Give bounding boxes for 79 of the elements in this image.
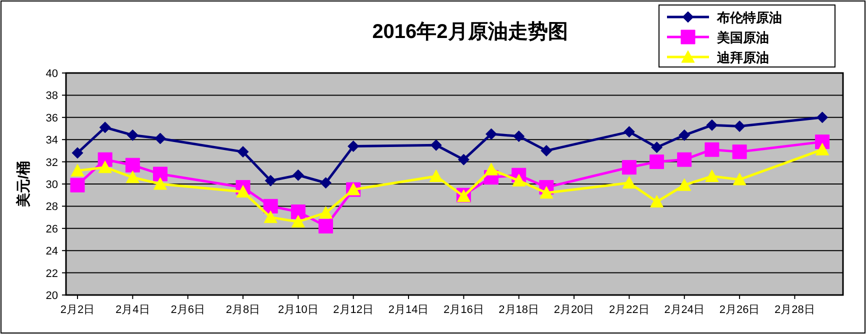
point xyxy=(70,178,85,192)
point xyxy=(622,176,636,189)
x-tick-label: 2月6日 xyxy=(170,304,205,316)
point xyxy=(484,162,498,176)
x-tick-label: 2月26日 xyxy=(719,304,760,316)
y-tick-label: 24 xyxy=(46,246,58,258)
x-tick-label: 2月24日 xyxy=(664,304,705,316)
x-tick-label: 2月20日 xyxy=(554,304,594,316)
y-tick-label: 38 xyxy=(46,90,58,102)
point xyxy=(540,144,552,156)
point xyxy=(319,206,333,219)
y-axis-title: 美元/桶 xyxy=(15,161,31,208)
y-tick-label: 34 xyxy=(46,134,58,147)
x-tick-label: 2月8日 xyxy=(226,304,260,316)
point xyxy=(623,126,635,138)
legend-label: 布伦特原油 xyxy=(716,10,782,25)
point xyxy=(348,140,360,152)
y-tick-label: 26 xyxy=(46,223,58,236)
point xyxy=(430,139,442,151)
y-tick-label: 32 xyxy=(46,156,58,169)
x-tick-label: 2月10日 xyxy=(278,304,318,316)
point xyxy=(292,169,304,181)
point xyxy=(154,177,167,190)
point xyxy=(513,130,525,142)
point xyxy=(264,174,276,186)
point xyxy=(540,186,554,199)
point xyxy=(486,128,498,140)
point xyxy=(291,214,305,228)
point xyxy=(153,166,168,182)
legend-label: 美国原油 xyxy=(716,30,769,45)
x-tick-label: 2月16日 xyxy=(444,304,484,316)
point xyxy=(816,142,830,156)
x-tick-label: 2月4日 xyxy=(116,304,150,316)
point xyxy=(70,164,84,176)
point xyxy=(512,174,526,186)
point xyxy=(318,218,334,234)
legend-label: 迪拜原油 xyxy=(716,50,769,65)
point xyxy=(237,146,249,158)
point xyxy=(126,170,140,184)
point xyxy=(734,120,746,132)
chart-title: 2016年2月原油走势图 xyxy=(372,21,568,43)
point xyxy=(622,160,636,175)
point xyxy=(154,132,166,144)
point xyxy=(704,142,720,157)
y-tick-label: 28 xyxy=(46,201,58,214)
x-tick-label: 2月28日 xyxy=(774,304,815,316)
point xyxy=(99,122,111,134)
point xyxy=(458,154,470,166)
y-tick-label: 20 xyxy=(46,290,58,302)
point xyxy=(816,112,828,124)
point xyxy=(651,142,663,154)
point xyxy=(732,172,746,186)
point xyxy=(236,185,250,198)
x-tick-label: 2月22日 xyxy=(609,304,650,316)
y-tick-label: 22 xyxy=(46,268,58,280)
point xyxy=(290,204,306,219)
point xyxy=(650,195,664,208)
x-tick-label: 2月12日 xyxy=(333,304,374,316)
point xyxy=(98,160,112,174)
point xyxy=(732,144,747,160)
point xyxy=(706,119,718,131)
point xyxy=(677,152,692,167)
y-tick-label: 36 xyxy=(46,112,58,124)
point xyxy=(705,169,719,182)
x-tick-label: 2月2日 xyxy=(60,304,95,316)
point xyxy=(429,169,443,182)
point xyxy=(126,129,138,141)
point xyxy=(678,178,692,191)
point xyxy=(263,198,278,214)
point xyxy=(125,158,140,172)
point xyxy=(650,154,664,170)
x-tick-label: 2月14日 xyxy=(388,304,429,316)
y-tick-label: 40 xyxy=(46,68,58,80)
x-tick-label: 2月18日 xyxy=(498,304,540,316)
point xyxy=(72,147,84,159)
point xyxy=(264,210,278,224)
point xyxy=(678,129,690,141)
y-tick-label: 30 xyxy=(46,179,58,191)
point xyxy=(320,177,332,189)
